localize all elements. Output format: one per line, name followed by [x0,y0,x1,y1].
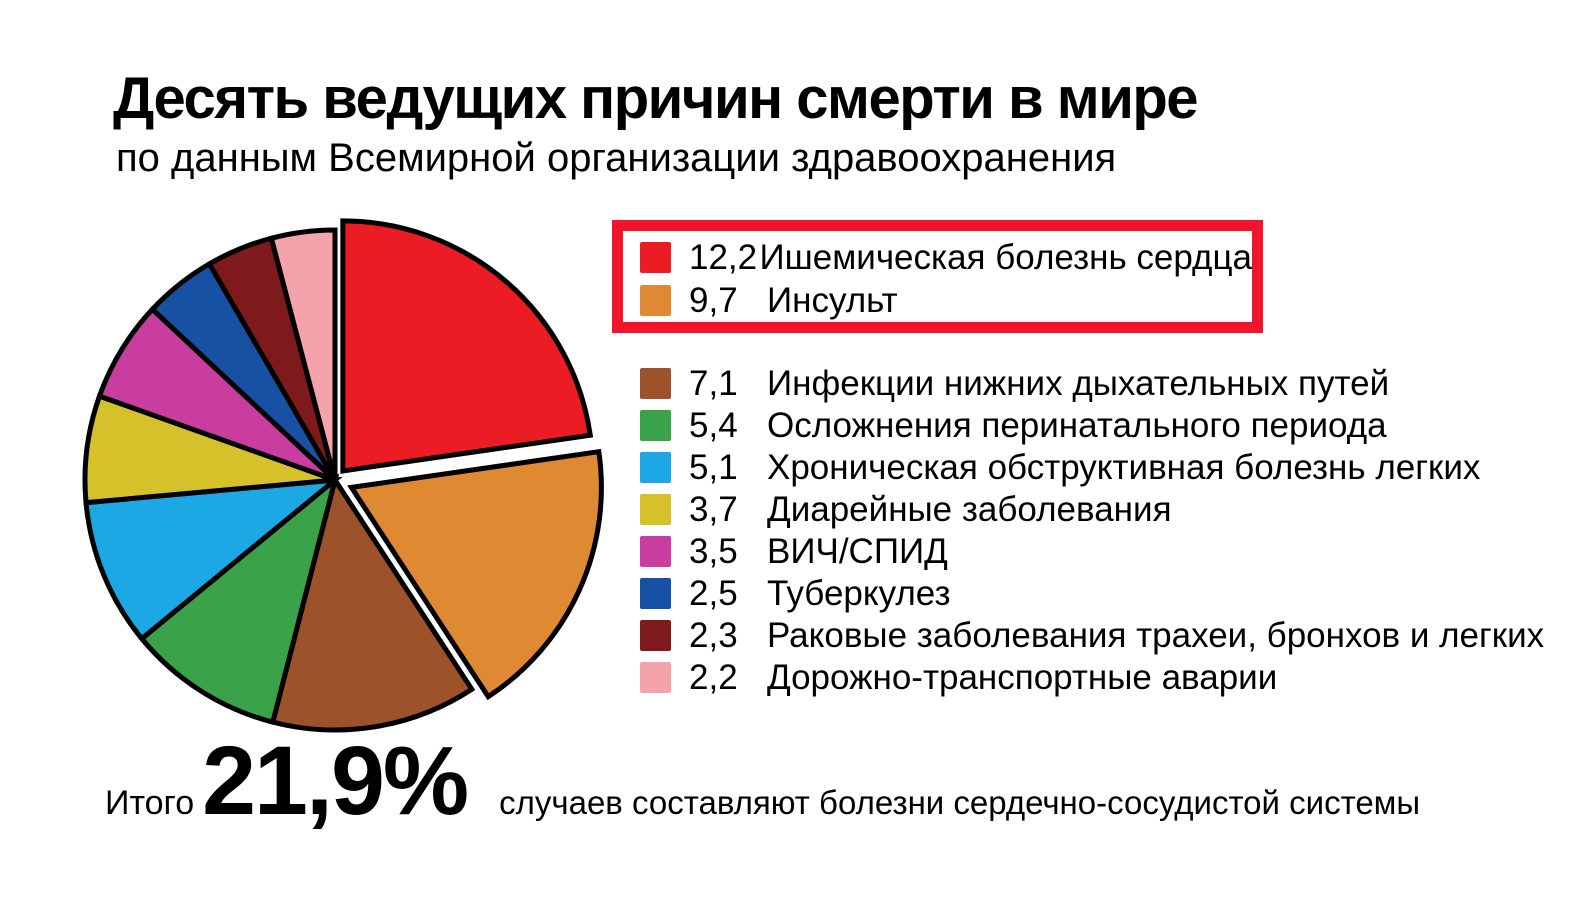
pie-slice-1 [340,218,594,474]
summary-percent: 21,9% [202,726,469,835]
summary-line: Итого 21,9% случаев составляют болезни с… [105,732,1420,829]
legend-label: Раковые заболевания трахеи, бронхов и ле… [767,615,1545,655]
legend-item: 3,7 Диарейные заболевания [640,488,1544,530]
legend-item: 3,5 ВИЧ/СПИД [640,530,1544,572]
legend-value: 2,2 [689,657,738,697]
legend-list: 7,1 Инфекции нижних дыхательных путей 5,4 О… [623,362,1544,698]
legend-swatch [640,285,671,316]
legend-label: Диарейные заболевания [767,489,1172,529]
legend-value: 2,3 [689,615,738,655]
legend-value: 5,4 [689,405,738,445]
legend-item: 12,2 Ишемическая болезнь сердца [640,236,1252,279]
legend-item: 2,3 Раковые заболевания трахеи, бронхов и… [640,614,1544,656]
legend-label: Ишемическая болезнь сердца [759,238,1253,277]
legend-value: 7,1 [689,363,738,403]
summary-prefix: Итого [105,784,195,822]
legend-item: 9,7 Инсульт [640,279,1252,322]
pie-slice-10 [268,227,338,481]
legend-value: 3,7 [689,489,738,529]
legend-swatch [640,451,671,483]
legend-item: 5,4 Осложнения перинатального периода [640,404,1544,446]
legend-label: Осложнения перинатального периода [767,405,1387,445]
legend-value: 9,7 [689,281,738,320]
legend-value: 5,1 [689,447,738,487]
pie-slice-5 [83,476,343,643]
pie-slice-2 [347,448,604,701]
legend-swatch [640,535,671,567]
legend-label: ВИЧ/СПИД [767,531,948,571]
legend-highlight-box: 12,2 Ишемическая болезнь сердца 9,7 Инсульт [612,220,1263,333]
legend-label: Инсульт [767,281,898,320]
pie-slice-4 [138,473,340,726]
legend-swatch [640,409,671,441]
summary-suffix: случаев составляют болезни сердечно-сосу… [499,784,1421,821]
legend-item: 7,1 Инфекции нижних дыхательных путей [640,362,1544,404]
legend-label: Хроническая обструктивная болезнь легких [767,447,1481,487]
legend-value: 2,5 [689,573,738,613]
legend-value: 3,5 [689,531,738,571]
legend-label: Инфекции нижних дыхательных путей [767,363,1390,403]
page-title: Десять ведущих причин смерти в мире [113,66,1199,131]
legend-label: Дорожно-транспортные аварии [767,657,1278,697]
legend-swatch [640,493,671,525]
legend-swatch [640,619,671,651]
pie-slice-3 [269,473,476,733]
legend-item: 2,5 Туберкулез [640,572,1544,614]
legend-item: 2,2 Дорожно-транспортные аварии [640,656,1544,698]
legend-swatch [640,242,671,273]
legend-item: 5,1 Хроническая обструктивная болезнь лег… [640,446,1544,488]
legend-swatch [640,367,671,399]
page-subtitle: по данным Всемирной организации здравоох… [116,136,1117,180]
legend-label: Туберкулез [767,573,951,613]
pie-chart [82,218,604,733]
legend-swatch [640,661,671,693]
legend-value: 12,2 [689,238,758,277]
legend-swatch [640,577,671,609]
